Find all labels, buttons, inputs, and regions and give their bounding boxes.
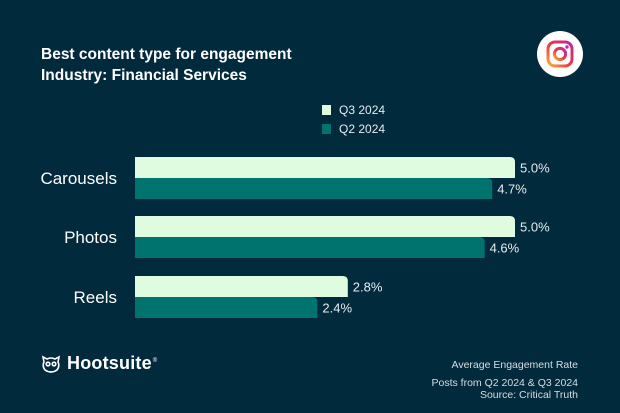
brand-name: Hootsuite <box>67 353 152 373</box>
bar-photos-q3 <box>135 216 515 237</box>
hootsuite-logo: Hootsuite ® <box>40 353 157 374</box>
category-label-reels: Reels <box>74 288 117 307</box>
value-label-photos-q2: 4.6% <box>490 241 520 256</box>
legend-label-q2: Q2 2024 <box>339 122 386 136</box>
bar-reels-q2 <box>135 297 318 318</box>
footer-period: Posts from Q2 2024 & Q3 2024 <box>431 377 579 389</box>
instagram-icon <box>537 31 583 77</box>
legend-swatch-q3 <box>322 105 331 115</box>
bar-carousels-q2 <box>135 178 493 199</box>
value-label-reels-q3: 2.8% <box>353 280 383 295</box>
chart-title: Best content type for engagement <box>41 46 292 63</box>
registered-mark: ® <box>152 357 158 364</box>
footer-source: Source: Critical Truth <box>479 389 578 401</box>
bar-carousels-q3 <box>135 157 515 178</box>
legend-label-q3: Q3 2024 <box>339 103 386 117</box>
value-label-carousels-q2: 4.7% <box>497 182 527 197</box>
category-label-carousels: Carousels <box>40 169 117 188</box>
category-label-photos: Photos <box>64 228 117 247</box>
chart-subtitle: Industry: Financial Services <box>41 67 247 84</box>
footer-metric: Average Engagement Rate <box>451 359 578 371</box>
legend-item-q3: Q3 2024 <box>322 103 385 117</box>
owl-icon <box>41 355 61 373</box>
bar-photos-q2 <box>135 237 485 258</box>
legend-swatch-q2 <box>322 124 331 134</box>
bar-reels-q3 <box>135 276 348 297</box>
value-label-carousels-q3: 5.0% <box>520 161 550 176</box>
value-label-reels-q2: 2.4% <box>322 301 352 316</box>
legend-item-q2: Q2 2024 <box>322 122 385 136</box>
value-label-photos-q3: 5.0% <box>520 220 550 235</box>
